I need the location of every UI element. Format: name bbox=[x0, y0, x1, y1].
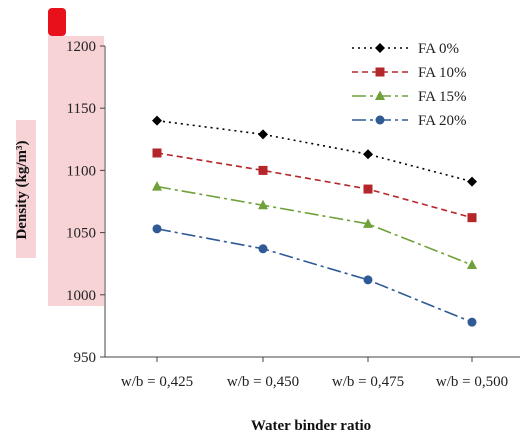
y-tick-label: 1200 bbox=[66, 39, 96, 55]
x-axis-title: Water binder ratio bbox=[251, 418, 371, 434]
legend-label: FA 15% bbox=[418, 89, 466, 105]
red-marker-block bbox=[48, 8, 66, 36]
series-lines bbox=[156, 119, 473, 323]
legend: FA 0% FA 10% FA 15% FA 20% bbox=[352, 41, 466, 129]
y-tick-label: 1050 bbox=[66, 226, 96, 242]
x-tick-label: w/b = 0,500 bbox=[436, 374, 508, 390]
y-ticks: 950 1000 1050 1100 1150 1200 bbox=[66, 39, 105, 366]
label-highlights bbox=[16, 8, 104, 306]
y-tick-label: 1100 bbox=[67, 163, 96, 179]
data-point-marker bbox=[363, 184, 373, 194]
legend-marker bbox=[375, 90, 385, 100]
data-point-marker bbox=[363, 149, 373, 160]
y-tick-label-highlight bbox=[48, 36, 104, 306]
data-point-marker bbox=[258, 129, 268, 140]
legend-marker bbox=[375, 67, 385, 77]
legend-label: FA 10% bbox=[418, 65, 466, 81]
y-title-highlight bbox=[16, 120, 36, 258]
series-line-1 bbox=[156, 119, 473, 183]
axes bbox=[104, 46, 520, 358]
y-tick-label: 950 bbox=[74, 350, 97, 366]
legend-marker bbox=[375, 43, 385, 53]
data-point-marker bbox=[467, 213, 477, 223]
data-point-marker bbox=[258, 165, 268, 175]
legend-marker bbox=[375, 115, 385, 125]
series-line-4 bbox=[156, 228, 473, 323]
x-tick-label: w/b = 0,425 bbox=[121, 374, 193, 390]
data-point-marker bbox=[152, 148, 162, 158]
data-point-marker bbox=[152, 181, 162, 191]
legend-label: FA 0% bbox=[418, 41, 459, 57]
data-point-marker bbox=[467, 259, 477, 269]
series-line-2 bbox=[156, 152, 473, 219]
y-tick-label: 1000 bbox=[66, 288, 96, 304]
x-tick-label: w/b = 0,475 bbox=[332, 374, 404, 390]
data-point-marker bbox=[258, 199, 268, 210]
y-axis-title: Density (kg/m³) bbox=[14, 140, 30, 239]
y-tick-label: 1150 bbox=[67, 101, 96, 117]
series-line-3 bbox=[156, 185, 473, 266]
data-point-marker bbox=[363, 218, 373, 228]
data-point-marker bbox=[258, 244, 268, 254]
data-point-marker bbox=[363, 275, 373, 285]
data-point-marker bbox=[152, 224, 162, 234]
legend-label: FA 20% bbox=[418, 113, 466, 129]
data-point-marker bbox=[467, 317, 477, 327]
data-point-marker bbox=[152, 115, 162, 126]
series-markers bbox=[152, 115, 477, 327]
data-point-marker bbox=[467, 176, 477, 187]
x-ticks: w/b = 0,425 w/b = 0,450 w/b = 0,475 w/b = 0… bbox=[121, 357, 508, 390]
x-tick-label: w/b = 0,450 bbox=[227, 374, 299, 390]
